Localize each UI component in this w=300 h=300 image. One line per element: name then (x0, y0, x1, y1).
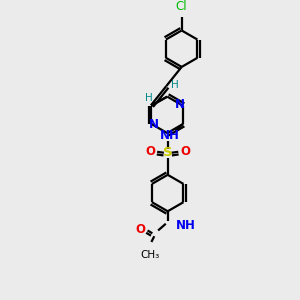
Text: NH: NH (176, 219, 196, 232)
Text: NH: NH (160, 129, 180, 142)
Text: H: H (171, 80, 179, 90)
Text: Cl: Cl (176, 0, 188, 13)
Text: H: H (145, 93, 153, 103)
Text: CH₃: CH₃ (141, 250, 160, 260)
Text: S: S (163, 146, 172, 159)
Text: N: N (175, 98, 185, 111)
Text: N: N (149, 118, 159, 131)
Text: O: O (180, 145, 190, 158)
Text: O: O (135, 223, 145, 236)
Text: O: O (146, 145, 155, 158)
